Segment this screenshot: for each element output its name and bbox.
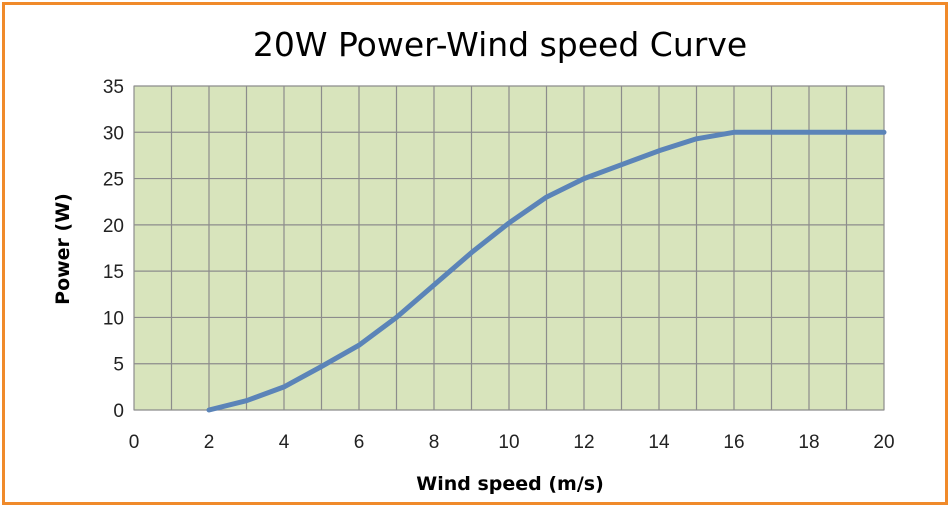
- x-tick-label: 12: [573, 432, 594, 453]
- y-axis-ticks: 0 5 10 15 20 25 30 35: [103, 77, 124, 422]
- x-tick-label: 6: [354, 432, 365, 453]
- x-tick-label: 14: [648, 432, 670, 453]
- y-tick-label: 15: [103, 262, 124, 283]
- grid-lines: [133, 85, 885, 411]
- x-tick-label: 4: [279, 432, 290, 453]
- x-tick-label: 20: [873, 432, 894, 453]
- y-tick-label: 30: [103, 123, 124, 144]
- y-tick-label: 5: [113, 355, 124, 376]
- x-tick-label: 0: [129, 432, 140, 453]
- x-axis-ticks: 0 2 4 6 8 10 12 14 16 18 20: [129, 432, 895, 453]
- x-tick-label: 2: [204, 432, 215, 453]
- x-tick-label: 10: [498, 432, 519, 453]
- y-tick-label: 10: [103, 308, 124, 329]
- chart-title: 20W Power-Wind speed Curve: [253, 25, 747, 64]
- y-tick-label: 20: [103, 216, 124, 237]
- x-tick-label: 8: [429, 432, 440, 453]
- y-tick-label: 25: [103, 170, 124, 191]
- x-tick-label: 18: [798, 432, 819, 453]
- y-tick-label: 0: [113, 401, 124, 422]
- y-axis-label: Power (W): [52, 193, 74, 305]
- x-tick-label: 16: [723, 432, 744, 453]
- series-line: [206, 129, 887, 413]
- y-tick-label: 35: [103, 77, 124, 98]
- x-axis-label: Wind speed (m/s): [416, 473, 604, 495]
